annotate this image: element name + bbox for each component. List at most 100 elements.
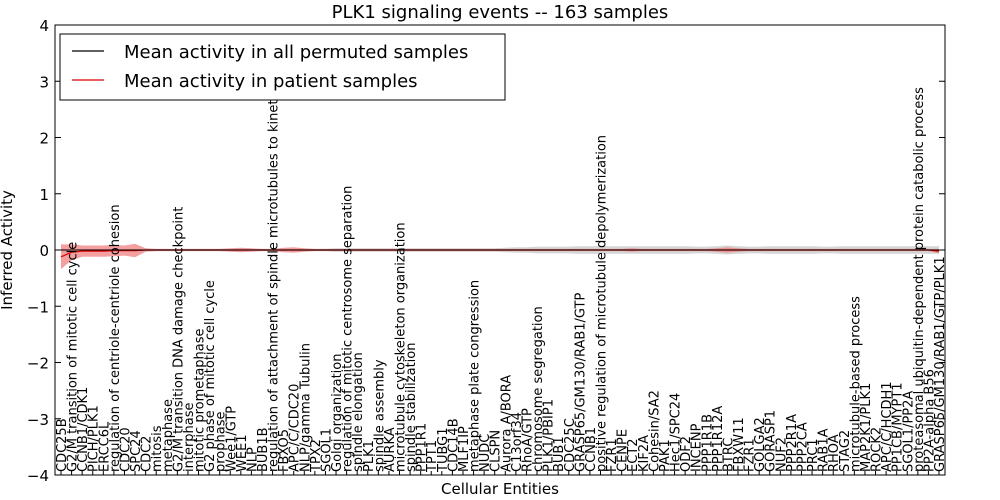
x-tick-label: BUB1 xyxy=(552,436,567,472)
x-tick-label: NLP/gamma Tubulin xyxy=(298,343,313,472)
x-tick-label: CDC25B xyxy=(55,418,70,472)
x-tick-label: PPP2R1A xyxy=(785,414,800,472)
y-tick-label: −2 xyxy=(27,355,49,373)
x-tick-label: BUB1B xyxy=(256,427,271,472)
x-tick-label: PAK1 xyxy=(658,439,673,472)
y-axis-label: Inferred Activity xyxy=(0,190,16,310)
x-tick-label: interphase xyxy=(182,402,197,472)
x-tick-label: microtubule cytoskeleton organization xyxy=(394,222,409,472)
x-tick-label: WEE1 xyxy=(235,434,250,472)
y-tick-label: 2 xyxy=(39,130,49,148)
x-tick-label: PPP1R12A xyxy=(711,406,726,472)
x-tick-label: positive regulation of microtubule depol… xyxy=(595,135,610,472)
x-tick-label: C13orf34 xyxy=(510,412,525,472)
legend: Mean activity in all permuted samples Me… xyxy=(59,33,506,101)
x-tick-label: PICH/PLK1 xyxy=(87,405,102,472)
x-tick-label: RhoA/GTP xyxy=(520,408,535,472)
legend-box xyxy=(59,33,506,101)
x-tick-label: PP2A-alpha B56 xyxy=(922,369,937,472)
x-tick-label: BTRC xyxy=(721,438,736,472)
x-tick-label: G2/M transition DNA damage checkpoint xyxy=(171,207,186,472)
y-tick-label: 3 xyxy=(39,73,49,91)
x-tick-label: mitotic prometaphase xyxy=(193,328,208,472)
x-tick-label: NUDC xyxy=(478,434,493,472)
legend-label-patient: Mean activity in patient samples xyxy=(124,71,418,92)
x-tick-label: NUF2 xyxy=(774,437,789,472)
x-tick-label: AURKA xyxy=(383,427,398,472)
x-tick-label: mitosis xyxy=(150,425,165,472)
x-tick-label: prophase xyxy=(214,412,229,473)
x-tick-label: APC/C/HCDH1 xyxy=(880,381,895,472)
x-tick-label: CENPE xyxy=(616,429,631,472)
x-tick-label: Cohesin/SA2 xyxy=(647,390,662,472)
y-axis: −4 −3 −2 −1 0 1 2 3 4 xyxy=(27,17,945,485)
x-tick-label: INCENP xyxy=(690,423,705,472)
x-tick-label: PPP2CA xyxy=(796,422,811,472)
x-tick-label: regulation of mitotic centrosome separat… xyxy=(341,186,356,472)
lines-layer xyxy=(60,249,940,258)
x-tick-label: PLK1/PBIP1 xyxy=(542,399,557,472)
x-tick-label: CDC25C xyxy=(563,418,578,472)
x-tick-label: GOLGA2 xyxy=(753,417,768,472)
y-tick-label: 4 xyxy=(39,17,49,35)
x-tick-label: TPT1 xyxy=(425,440,440,473)
x-tick-label: SPC24 xyxy=(129,430,144,472)
x-tick-label: MAP2K1/PLK1 xyxy=(859,383,874,472)
x-tick-label: FZR1 xyxy=(605,438,620,472)
x-tick-label: PP1CB/MYPT1 xyxy=(891,382,906,472)
y-tick-label: −1 xyxy=(27,298,49,316)
x-tick-label: NLP xyxy=(245,447,260,472)
x-tick-label: SGOL1 xyxy=(320,428,335,472)
x-tick-label: Wee1/GTP xyxy=(224,406,239,472)
x-tick-label: FZR1 xyxy=(743,438,758,472)
y-tick-label: 1 xyxy=(39,186,49,204)
x-tick-label: metaphase xyxy=(161,399,176,472)
y-tick-label: 0 xyxy=(39,242,49,260)
x-tick-label: Golgi organization xyxy=(330,354,345,472)
x-tick-label: regulation of centriole-centriole cohesi… xyxy=(108,204,123,472)
x-tick-label: CLSPN xyxy=(489,430,504,472)
x-tick-label: G2/M transition of mitotic cell cycle xyxy=(66,242,81,472)
x-tick-label: microtubule-based process xyxy=(848,296,863,472)
x-tick-label: regulation of attachment of spindle micr… xyxy=(267,55,282,472)
x-tick-label: CDC20 xyxy=(119,427,134,472)
x-tick-label: ODF2 xyxy=(679,436,694,472)
x-tick-label: ROCK2 xyxy=(870,427,885,472)
x-tick-label: FBXW11 xyxy=(732,417,747,472)
x-tick-label: PLK1 xyxy=(362,440,377,472)
x-tick-label: TUBG1 xyxy=(436,428,451,474)
x-tick-label: metaphase plate congression xyxy=(468,280,483,472)
x-tick-label: PRC1 xyxy=(806,438,821,472)
x-tick-label: TPX2 xyxy=(309,439,324,473)
x-tick-label: KIF2A xyxy=(637,435,652,472)
x-tick-label: spindle elongation xyxy=(351,352,366,472)
x-tick-label: CCNB1 xyxy=(584,427,599,472)
x-tick-label: spindle assembly xyxy=(372,359,387,472)
x-tick-label: RAB1A xyxy=(817,428,832,472)
x-tick-label: GRASP65/GM130/RAB1/GTP/PLK1 xyxy=(933,256,948,472)
chart-title: PLK1 signaling events -- 163 samples xyxy=(332,2,669,23)
y-tick-label: −3 xyxy=(27,411,49,429)
x-tick-label: APC/C/CDC20 xyxy=(288,384,303,472)
x-tick-label: CDC2 xyxy=(140,436,155,472)
x-tick-label: proteasomal ubiquitin-dependent protein … xyxy=(912,87,927,472)
x-tick-label: MLF1IP xyxy=(457,426,472,472)
x-tick-label: RHOA xyxy=(827,434,842,472)
x-tick-label: STAG2 xyxy=(838,430,853,472)
x-tick-label: spindle stabilization xyxy=(404,343,419,473)
x-axis-label: Cellular Entities xyxy=(441,480,559,498)
x-tick-label: ERCC6L xyxy=(97,421,112,472)
y-tick-label: −4 xyxy=(27,467,49,485)
x-tick-label: GORASP1 xyxy=(764,410,779,472)
legend-label-permuted: Mean activity in all permuted samples xyxy=(124,42,468,63)
x-tick-label: PPP1R1B xyxy=(700,414,715,472)
x-tick-label: SGOL1/PP2A xyxy=(901,391,916,472)
x-tick-label: FBXO5 xyxy=(277,429,292,472)
x-tick-label: CDC14B xyxy=(446,418,461,472)
x-tick-label: Aurora A/BORA xyxy=(499,375,514,472)
x-tick-label: GRASP65/GM130/RAB1/GTP xyxy=(573,293,588,472)
x-tick-label: chromosome segregation xyxy=(531,306,546,472)
x-tick-label: CCNB1/CDK1 xyxy=(76,387,91,472)
